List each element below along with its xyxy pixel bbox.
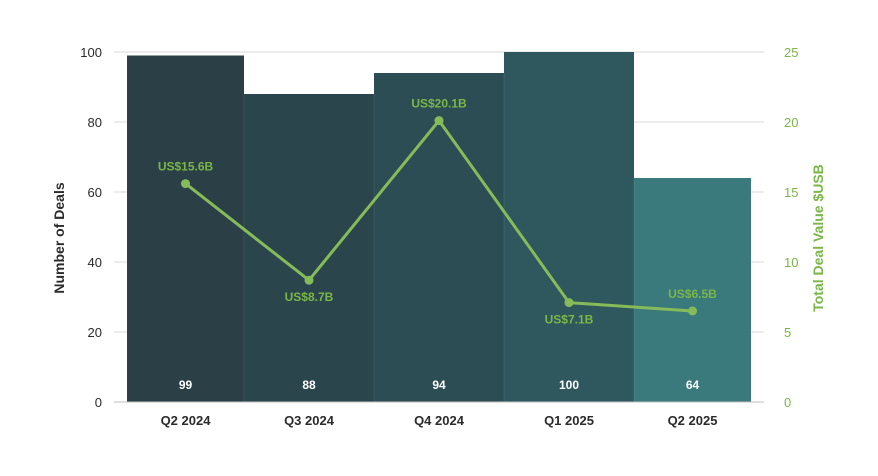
value-point-label: US$15.6B <box>158 160 214 174</box>
y-tick-right: 20 <box>784 115 798 130</box>
x-tick-label: Q2 2025 <box>668 413 718 428</box>
value-point-label: US$8.7B <box>285 290 334 304</box>
y-tick-left: 20 <box>88 325 102 340</box>
value-point <box>304 275 314 285</box>
y-tick-left: 60 <box>88 185 102 200</box>
y-tick-left: 100 <box>80 45 102 60</box>
value-point <box>688 306 697 316</box>
y-axis-title-right: Total Deal Value $USB <box>810 164 826 312</box>
y-tick-right: 15 <box>784 185 798 200</box>
value-point <box>564 298 574 308</box>
value-point-label: US$20.1B <box>411 97 467 111</box>
bar <box>504 52 634 402</box>
bar <box>127 55 244 402</box>
bar-value-label: 94 <box>432 378 446 392</box>
y-tick-left: 80 <box>88 115 102 130</box>
y-tick-right: 0 <box>784 395 791 410</box>
bar <box>634 178 751 402</box>
bar <box>244 94 374 402</box>
y-tick-left: 40 <box>88 255 102 270</box>
y-tick-right: 5 <box>784 325 791 340</box>
x-tick-label: Q4 2024 <box>414 413 465 428</box>
value-point <box>434 116 444 126</box>
value-point-label: US$6.5B <box>668 287 717 301</box>
y-tick-left: 0 <box>95 395 102 410</box>
y-tick-right: 10 <box>784 255 798 270</box>
axes: 0 20 40 60 80 100 0 5 10 15 20 25 Q2 2024 Q3 2024 Q4 2… <box>80 45 798 428</box>
x-tick-label: Q3 2024 <box>284 413 335 428</box>
y-tick-right: 25 <box>784 45 798 60</box>
bar-value-label: 88 <box>302 378 316 392</box>
x-tick-label: Q2 2024 <box>161 413 212 428</box>
bar <box>374 73 504 402</box>
value-point-label: US$7.1B <box>545 313 594 327</box>
bar-value-label: 99 <box>179 378 193 392</box>
value-point <box>181 179 190 189</box>
y-axis-title-left: Number of Deals <box>51 182 67 293</box>
x-tick-label: Q1 2025 <box>544 413 594 428</box>
bar-value-label: 64 <box>686 378 700 392</box>
bar-value-label: 100 <box>559 378 579 392</box>
line-series: US$15.6B US$8.7B US$20.1B US$7.1B US$6.5B <box>158 97 717 327</box>
